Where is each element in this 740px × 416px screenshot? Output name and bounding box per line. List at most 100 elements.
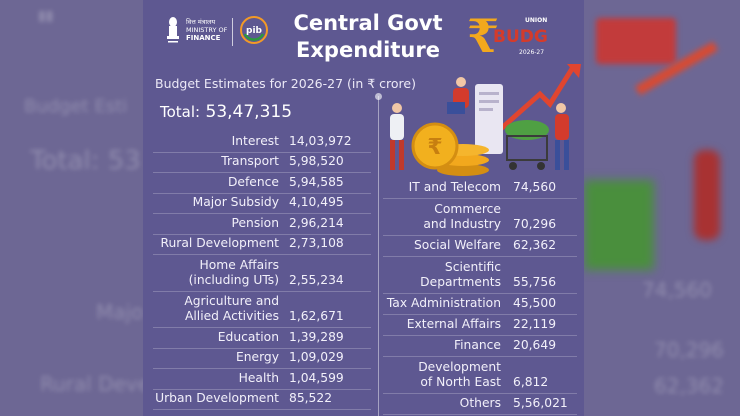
budget-logo-big: BUDGET [493,27,549,47]
expenditure-label: Education [153,330,287,345]
expenditure-value: 62,362 [513,238,557,252]
column-divider [375,93,382,416]
svg-text:₹: ₹ [427,135,442,160]
expenditure-label-line: External Affairs [406,317,501,331]
expenditure-row: Interest 14,03,972 [153,132,371,153]
ministry-hindi: वित्त मंत्रालय [186,18,216,26]
page-title: Central Govt Expenditure [283,10,453,64]
growth-arrow-icon [493,64,578,136]
blurred-text: 62,362 [654,374,724,398]
expenditure-label: Health [153,371,287,386]
expenditure-row: Education 1,39,289 [153,328,371,349]
total-value: 53,47,315 [205,102,293,122]
expenditure-label: Others [383,396,509,411]
expenditure-row: Tax Administration 45,500 [383,294,577,315]
pib-logo-text: pib [246,26,263,36]
expenditure-value: 14,03,972 [289,133,352,148]
expenditure-label-line: Pension [231,215,279,230]
expenditure-label-line: Rural Development [160,236,279,250]
expenditure-label: Tax Administration [383,296,509,311]
expenditure-value: 4,10,495 [289,195,344,209]
expenditure-label: Energy [153,350,287,365]
expenditure-label-line: Home Affairs [199,257,279,272]
logo-separator [232,18,233,46]
expenditure-label: Defence [153,175,287,190]
expenditure-value: 5,56,021 [513,396,568,410]
total: Total: 53,47,315 [160,102,292,122]
title-line2: Expenditure [296,38,440,62]
expenditure-row: Development of North East 6,812 [383,357,577,394]
expenditure-label-line: IT and Telecom [408,180,501,194]
expenditure-label-line: Transport [221,154,279,168]
expenditure-label: External Affairs [383,317,509,332]
national-emblem-icon [167,17,179,43]
expenditure-row: External Affairs 22,119 [383,315,577,336]
expenditure-row: Transport 5,98,520 [153,153,371,173]
expenditure-row: Major Subsidy 4,10,495 [153,194,371,214]
right-expenditure-list: IT and Telecom 74,560 Commerce and Industry… [383,178,577,415]
rupee-symbol-icon: ₹ [467,9,499,60]
expenditure-value: 74,560 [513,180,557,194]
expenditure-value: 1,62,671 [289,309,344,323]
expenditure-label: Major Subsidy [153,195,287,210]
expenditure-value: 85,522 [289,391,333,405]
expenditure-value: 5,98,520 [289,154,344,168]
expenditure-row: Pension 2,96,214 [153,214,371,235]
blurred-text: Majo [96,300,143,324]
expenditure-label-line: of North East [420,375,501,389]
subtitle: Budget Estimates for 2026-27 (in ₹ crore… [155,76,416,91]
expenditure-value: 2,55,234 [289,272,344,287]
union-budget-logo: ₹ UNION BUDGET 2026-27 [467,9,549,60]
expenditure-label: Home Affairs (including UTs) [153,258,287,288]
expenditure-row: IT and Telecom 74,560 [383,178,577,199]
blurred-figure [694,150,720,240]
expenditure-label-line: (including UTs) [188,272,279,287]
expenditure-value: 55,756 [513,275,557,289]
expenditure-value: 5,94,585 [289,174,344,189]
blurred-left-panel: ▮▮ Budget Esti Total: 53 Majo Rural Deve… [0,0,143,416]
budget-illustration: ₹ [390,64,581,176]
expenditure-label-line: Social Welfare [413,238,501,252]
expenditure-label: Rural Development [153,236,287,251]
expenditure-label: Finance [383,338,509,353]
title-line1: Central Govt [293,11,443,35]
expenditure-row: Energy 1,09,029 [153,349,371,369]
expenditure-label-line: Allied Activities [184,309,279,323]
expenditure-label: Transport [153,154,287,169]
expenditure-label: Social Welfare [383,238,509,253]
person-left-icon [390,103,404,170]
blurred-emblem: ▮▮ [38,8,54,24]
expenditure-value: 22,119 [513,317,557,331]
expenditure-row: Health 1,04,599 [153,369,371,390]
expenditure-label: Development of North East [383,360,509,390]
expenditure-label-line: and Industry [423,217,501,231]
expenditure-label-line: Health [238,370,279,385]
blurred-shape [584,180,654,270]
blurred-text: Rural Develo [40,372,143,396]
expenditure-label-line: Energy [235,350,279,364]
expenditure-label-line: Scientific [444,260,501,274]
expenditure-label-line: Finance [453,338,501,352]
expenditure-value: 1,04,599 [289,370,344,385]
expenditure-label-line: Development [418,360,501,374]
blurred-text: Total: 53 [30,146,141,176]
expenditure-label: Pension [153,216,287,231]
blurred-budget-logo [596,18,676,64]
rupee-coin-icon [411,122,459,170]
expenditure-value: 45,500 [513,296,557,310]
expenditure-row: Finance 20,649 [383,336,577,357]
expenditure-row: Defence 5,94,585 [153,173,371,194]
blurred-right-panel: 74,560 70,296 62,362 [584,0,740,416]
expenditure-row: Agriculture and Allied Activities 1,62,671 [153,292,371,328]
expenditure-row: Urban Development 85,522 [153,390,371,410]
expenditure-label: Scientific Departments [383,260,509,290]
expenditure-value: 2,96,214 [289,215,344,230]
ministry-line1: MINISTRY OF [186,26,228,34]
ministry-label: वित्त मंत्रालय MINISTRY OF FINANCE [186,18,227,42]
expenditure-label-line: Agriculture and [184,294,279,308]
expenditure-row: Commerce and Industry 70,296 [383,199,577,236]
left-expenditure-list: Interest 14,03,972 Transport 5,98,520 Defenc… [153,132,371,410]
ministry-line2: FINANCE [186,34,221,42]
blurred-text: 74,560 [642,278,712,302]
expenditure-label: Agriculture and Allied Activities [153,294,287,324]
